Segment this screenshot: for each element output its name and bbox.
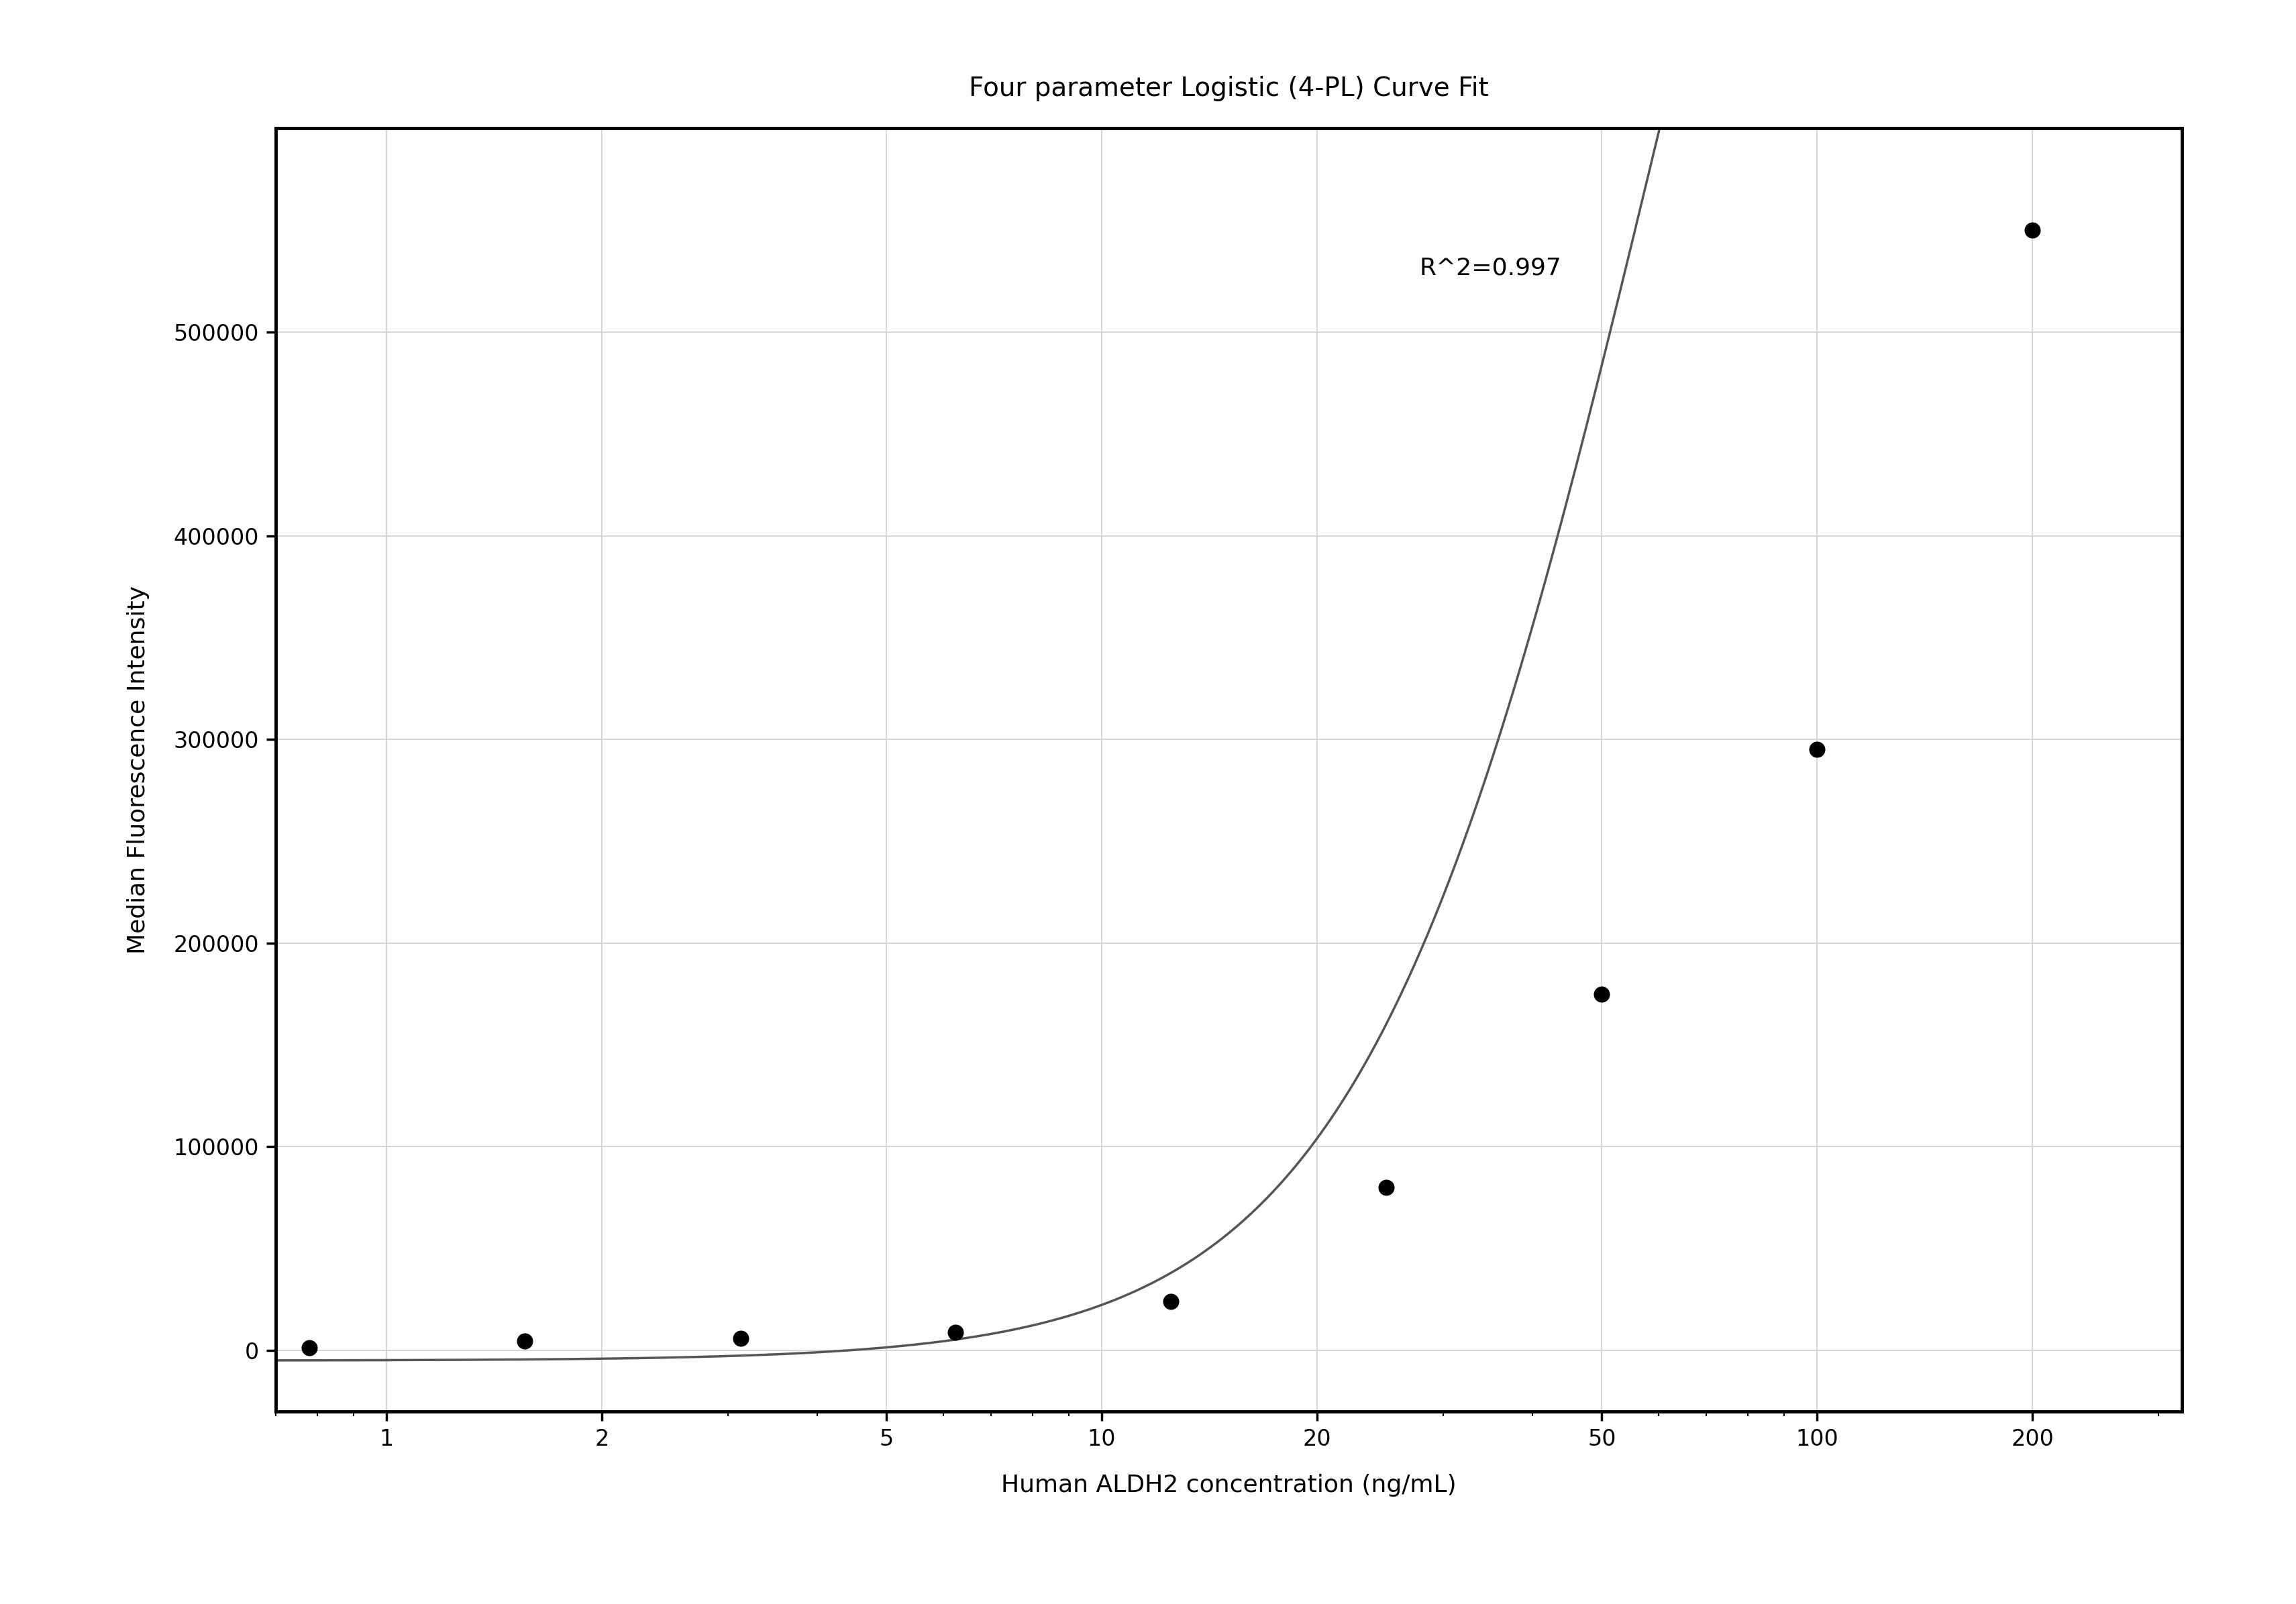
Point <box>2014 217 2050 242</box>
Point <box>1798 736 1835 762</box>
Point <box>505 1328 542 1354</box>
Point <box>1368 1174 1405 1200</box>
Y-axis label: Median Fluorescence Intensity: Median Fluorescence Intensity <box>126 585 149 954</box>
Point <box>937 1318 974 1344</box>
Point <box>292 1335 328 1360</box>
X-axis label: Human ALDH2 concentration (ng/mL): Human ALDH2 concentration (ng/mL) <box>1001 1474 1456 1497</box>
Point <box>1582 982 1619 1007</box>
Point <box>1153 1288 1189 1314</box>
Text: R^2=0.997: R^2=0.997 <box>1419 257 1561 279</box>
Title: Four parameter Logistic (4-PL) Curve Fit: Four parameter Logistic (4-PL) Curve Fit <box>969 75 1488 101</box>
Point <box>723 1325 760 1351</box>
